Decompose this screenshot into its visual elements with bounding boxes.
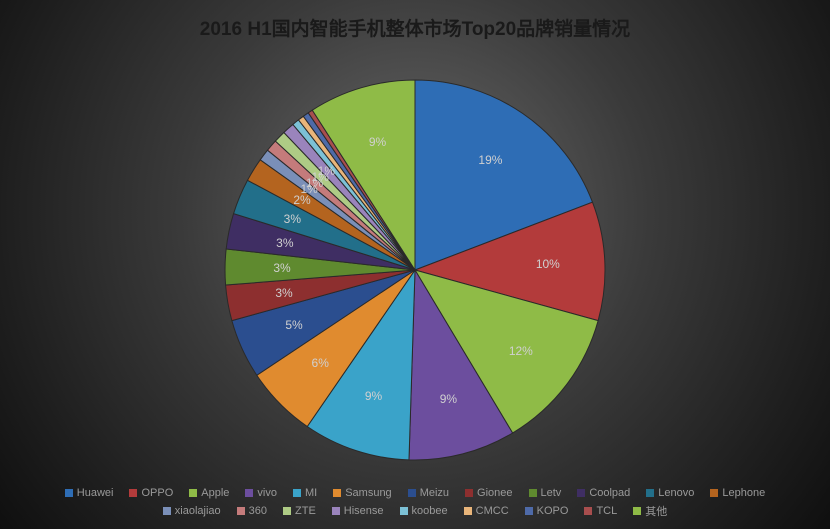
legend-item-MI: MI [293, 487, 317, 499]
slice-label-Coolpad: 3% [276, 236, 293, 250]
legend-label: vivo [257, 487, 277, 499]
legend-item-OPPO: OPPO [129, 487, 173, 499]
legend-swatch-icon [333, 489, 341, 497]
legend-swatch-icon [283, 507, 291, 515]
legend-label: koobee [412, 505, 448, 517]
legend-swatch-icon [408, 489, 416, 497]
legend-item-360: 360 [237, 503, 267, 519]
legend-swatch-icon [529, 489, 537, 497]
legend: Huawei OPPO Apple vivo MI Samsung Meizu Gionee L… [30, 487, 800, 519]
legend-swatch-icon [400, 507, 408, 515]
legend-item-xiaolajiao: xiaolajiao [163, 503, 221, 519]
legend-item-Coolpad: Coolpad [577, 487, 630, 499]
legend-swatch-icon [633, 507, 641, 515]
legend-item-Lenovo: Lenovo [646, 487, 694, 499]
legend-label: xiaolajiao [175, 505, 221, 517]
pie-chart [0, 0, 830, 529]
legend-item-KOPO: KOPO [525, 503, 569, 519]
legend-label: Lephone [722, 487, 765, 499]
legend-item-Huawei: Huawei [65, 487, 114, 499]
legend-swatch-icon [65, 489, 73, 497]
legend-item-Samsung: Samsung [333, 487, 391, 499]
slice-label-其他: 9% [369, 135, 386, 149]
legend-item-Lephone: Lephone [710, 487, 765, 499]
legend-swatch-icon [237, 507, 245, 515]
legend-label: Hisense [344, 505, 384, 517]
legend-label: Coolpad [589, 487, 630, 499]
slice-label-Meizu: 5% [285, 318, 302, 332]
legend-item-TCL: TCL [584, 503, 617, 519]
legend-label: CMCC [476, 505, 509, 517]
legend-swatch-icon [584, 507, 592, 515]
legend-item-Apple: Apple [189, 487, 229, 499]
legend-label: ZTE [295, 505, 316, 517]
legend-swatch-icon [465, 489, 473, 497]
legend-swatch-icon [710, 489, 718, 497]
slice-label-MI: 9% [365, 389, 382, 403]
legend-item-ZTE: ZTE [283, 503, 316, 519]
slice-label-vivo: 9% [440, 392, 457, 406]
legend-item-Hisense: Hisense [332, 503, 384, 519]
legend-label: Apple [201, 487, 229, 499]
legend-label: Gionee [477, 487, 512, 499]
legend-label: KOPO [537, 505, 569, 517]
legend-swatch-icon [646, 489, 654, 497]
legend-item-Meizu: Meizu [408, 487, 449, 499]
slice-label-Gionee: 3% [275, 286, 292, 300]
legend-swatch-icon [245, 489, 253, 497]
legend-label: MI [305, 487, 317, 499]
legend-label: 其他 [645, 503, 667, 519]
legend-swatch-icon [525, 507, 533, 515]
legend-item-Letv: Letv [529, 487, 562, 499]
legend-item-CMCC: CMCC [464, 503, 509, 519]
legend-label: Lenovo [658, 487, 694, 499]
legend-swatch-icon [129, 489, 137, 497]
legend-swatch-icon [189, 489, 197, 497]
legend-label: TCL [596, 505, 617, 517]
slice-label-Apple: 12% [509, 344, 533, 358]
slice-label-OPPO: 10% [536, 257, 560, 271]
legend-label: Letv [541, 487, 562, 499]
legend-swatch-icon [332, 507, 340, 515]
legend-label: Huawei [77, 487, 114, 499]
legend-swatch-icon [293, 489, 301, 497]
legend-swatch-icon [163, 507, 171, 515]
legend-label: Samsung [345, 487, 391, 499]
legend-label: 360 [249, 505, 267, 517]
slice-label-Letv: 3% [273, 261, 290, 275]
legend-item-vivo: vivo [245, 487, 277, 499]
legend-item-Gionee: Gionee [465, 487, 512, 499]
legend-label: OPPO [141, 487, 173, 499]
legend-swatch-icon [577, 489, 585, 497]
slice-label-Hisense: 1% [318, 164, 335, 178]
legend-item-其他: 其他 [633, 503, 667, 519]
legend-swatch-icon [464, 507, 472, 515]
legend-label: Meizu [420, 487, 449, 499]
slice-label-Samsung: 6% [312, 356, 329, 370]
slice-label-Lenovo: 3% [284, 212, 301, 226]
legend-item-koobee: koobee [400, 503, 448, 519]
slice-label-Huawei: 19% [478, 153, 502, 167]
